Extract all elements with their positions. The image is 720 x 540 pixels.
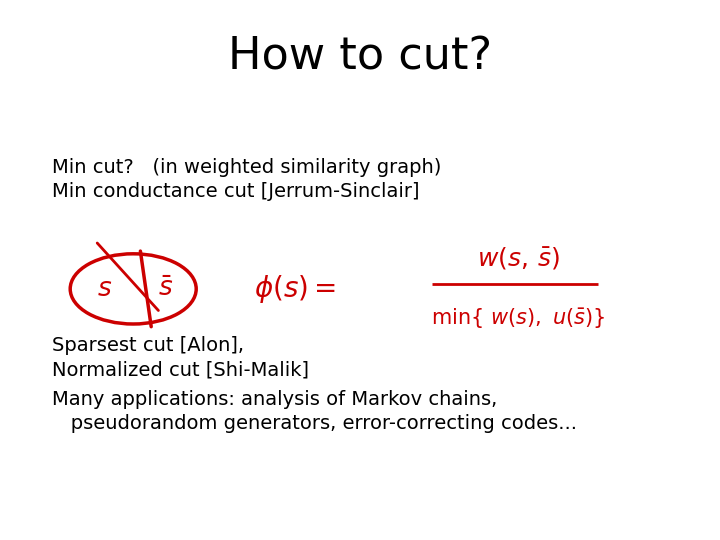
Text: $w(s,\,\bar{s})$: $w(s,\,\bar{s})$ xyxy=(477,246,559,272)
Text: $s$: $s$ xyxy=(96,276,112,302)
Text: pseudorandom generators, error-correcting codes...: pseudorandom generators, error-correctin… xyxy=(52,414,577,434)
Text: Min cut?   (in weighted similarity graph): Min cut? (in weighted similarity graph) xyxy=(52,158,441,177)
Text: $\min\{\ w(s),\ u(\bar{s})\}$: $\min\{\ w(s),\ u(\bar{s})\}$ xyxy=(431,307,606,330)
Text: Many applications: analysis of Markov chains,: Many applications: analysis of Markov ch… xyxy=(52,390,497,409)
Text: Min conductance cut [Jerrum-Sinclair]: Min conductance cut [Jerrum-Sinclair] xyxy=(52,182,419,201)
Text: $\bar{s}$: $\bar{s}$ xyxy=(158,276,174,302)
Text: $\phi(s) =$: $\phi(s) =$ xyxy=(254,273,336,305)
Text: How to cut?: How to cut? xyxy=(228,35,492,78)
Text: Normalized cut [Shi-Malik]: Normalized cut [Shi-Malik] xyxy=(52,360,309,380)
Text: Sparsest cut [Alon],: Sparsest cut [Alon], xyxy=(52,336,244,355)
